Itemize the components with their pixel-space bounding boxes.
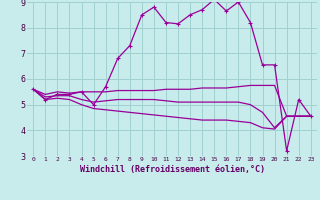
X-axis label: Windchill (Refroidissement éolien,°C): Windchill (Refroidissement éolien,°C)	[79, 165, 265, 174]
